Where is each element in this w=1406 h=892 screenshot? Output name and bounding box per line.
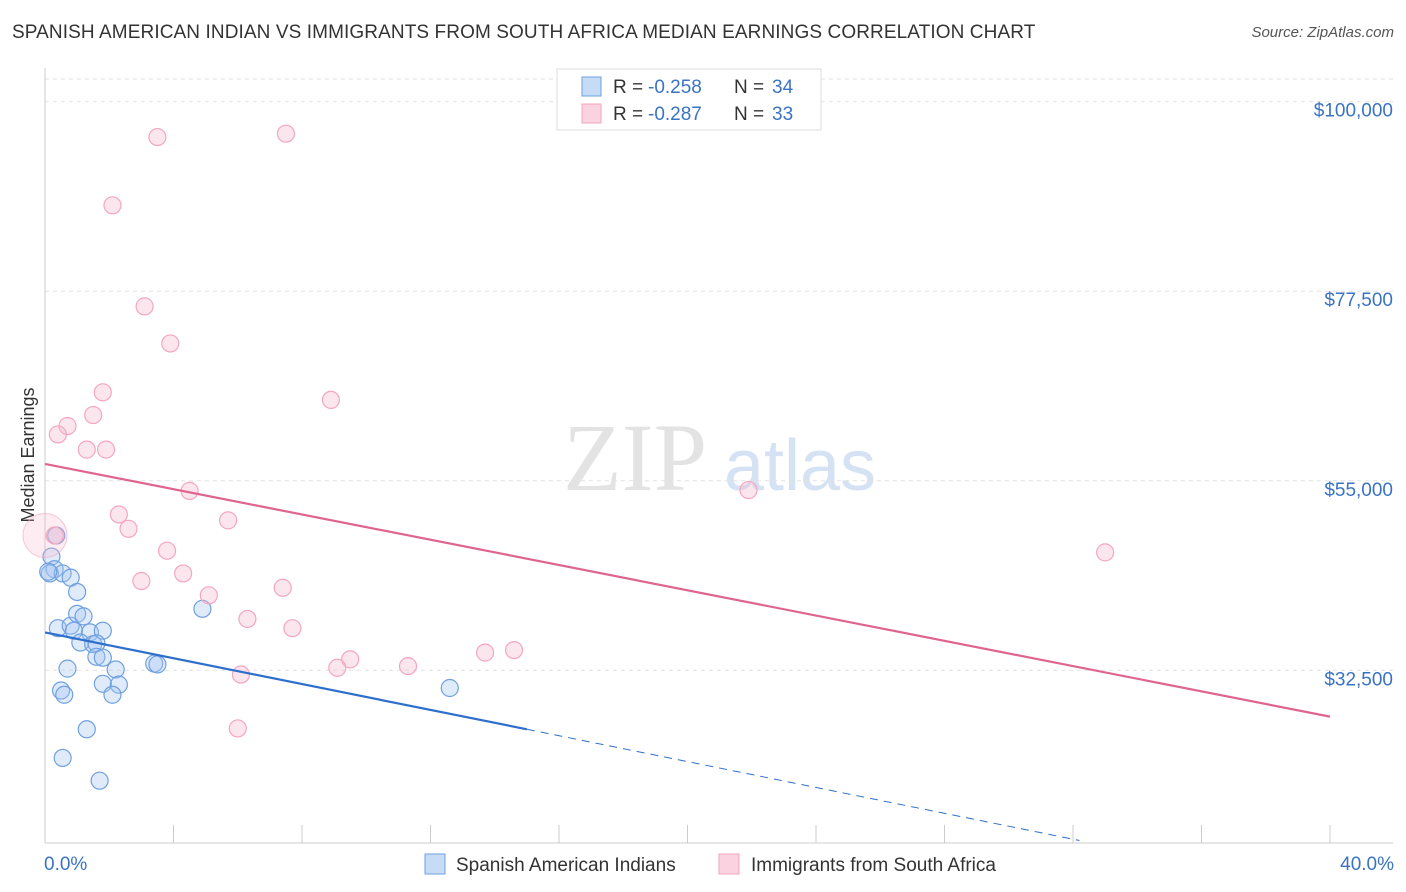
y-tick-label-1: $55,000 [1324, 480, 1393, 501]
point-pink-24 [341, 650, 360, 669]
point-pink-1 [276, 124, 296, 143]
trend-line-blue [44, 631, 528, 731]
point-pink-30 [228, 719, 247, 738]
legend-n-label-pink: N = [734, 104, 764, 125]
point-pink-20 [199, 586, 218, 605]
legend-n-value-pink: 33 [772, 104, 793, 125]
point-pink-25 [328, 658, 347, 677]
point-blue-27 [148, 655, 167, 674]
point-pink-21 [273, 578, 292, 597]
point-blue-11 [74, 607, 93, 626]
point-pink-23 [283, 619, 302, 638]
point-pink-26 [398, 656, 418, 676]
point-pink-10 [77, 440, 96, 459]
point-pink-13 [109, 505, 128, 524]
point-pink-9 [96, 440, 116, 459]
point-pink-32 [1096, 543, 1115, 562]
y-axis-label: Median Earnings [18, 387, 38, 522]
point-pink-31 [739, 480, 758, 500]
point-pink-28 [504, 640, 524, 660]
point-pink-2 [103, 196, 122, 215]
point-pink-15 [219, 511, 238, 530]
y-tick-label-3: $100,000 [1314, 101, 1393, 122]
x-ticks [173, 825, 1331, 843]
point-pink-3 [135, 297, 154, 316]
point-blue-25 [103, 685, 122, 704]
point-blue-6 [68, 582, 87, 602]
point-pink-0 [148, 127, 167, 147]
point-blue-30 [77, 720, 96, 739]
point-pink-4 [161, 334, 180, 353]
watermark-atlas: atlas [724, 426, 876, 506]
point-pink-6 [84, 405, 103, 425]
y-tick-label-0: $32,500 [1324, 669, 1393, 690]
point-blue-31 [53, 748, 72, 768]
legend-n-value-blue: 34 [772, 77, 794, 98]
point-blue-33 [39, 562, 58, 581]
legend-n-label-blue: N = [734, 77, 764, 98]
point-pink-17 [45, 526, 64, 545]
y-tick-labels: $32,500 $55,000 $77,500 $100,000 [1314, 101, 1393, 691]
point-blue-22 [109, 675, 128, 694]
bottom-legend-label-pink: Immigrants from South Africa [751, 855, 996, 876]
point-pink-18 [174, 564, 193, 583]
legend-swatch-pink [581, 103, 602, 124]
point-pink-8 [48, 425, 67, 444]
point-pink-14 [119, 519, 138, 538]
trend-line-blue-extension [526, 728, 1080, 841]
stats-legend: R = -0.258 N = 34 R = -0.287 N = 33 [556, 68, 822, 131]
source-credit: Source: ZipAtlas.com [1251, 24, 1394, 41]
point-pink-27 [476, 643, 495, 662]
watermark-zip: ZIP [563, 404, 707, 511]
series-legend: Spanish American Indians Immigrants from… [424, 853, 996, 876]
point-pink-19 [132, 571, 151, 591]
point-pink-29 [231, 665, 251, 684]
x-tick-label-min: 0.0% [44, 854, 87, 875]
point-blue-29 [440, 678, 459, 698]
y-tick-label-2: $77,500 [1324, 290, 1393, 311]
point-pink-5 [93, 383, 112, 402]
axes [44, 68, 1393, 844]
trend-line-pink [44, 462, 1331, 718]
legend-r-label-pink: R = [613, 104, 643, 125]
legend-r-value-blue: -0.258 [648, 77, 702, 98]
point-blue-20 [106, 660, 125, 679]
point-blue-8 [61, 616, 80, 635]
trend-lines [44, 462, 1331, 841]
point-blue-32 [90, 771, 109, 790]
bottom-legend-label-blue: Spanish American Indians [456, 855, 676, 876]
bottom-legend-swatch-pink [718, 853, 740, 875]
legend-r-label-blue: R = [613, 77, 643, 98]
point-blue-19 [58, 659, 77, 678]
legend-swatch-blue [581, 76, 602, 97]
point-pink-large [22, 513, 68, 559]
x-tick-label-max: 40.0% [1340, 854, 1394, 875]
chart-title: SPANISH AMERICAN INDIAN VS IMMIGRANTS FR… [12, 22, 1036, 43]
point-pink-16 [157, 541, 177, 560]
point-pink-22 [238, 609, 257, 629]
grid-lines [45, 78, 1393, 671]
point-pink-11 [321, 390, 341, 410]
point-blue-18 [93, 648, 112, 667]
legend-r-value-pink: -0.287 [648, 104, 702, 125]
data-points [22, 124, 1115, 790]
point-blue-24 [55, 685, 74, 704]
bottom-legend-swatch-blue [424, 853, 446, 875]
point-blue-17 [87, 647, 106, 666]
